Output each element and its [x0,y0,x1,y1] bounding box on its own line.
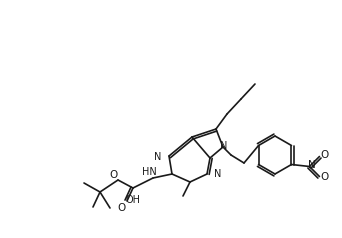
Text: O: O [109,170,117,180]
Text: O: O [320,173,329,183]
Text: HN: HN [142,167,156,177]
Text: N: N [220,141,228,151]
Text: N: N [307,160,315,170]
Text: O: O [118,203,126,213]
Text: N: N [154,152,161,162]
Text: OH: OH [126,195,141,205]
Text: N: N [214,169,221,179]
Text: O: O [320,150,329,160]
